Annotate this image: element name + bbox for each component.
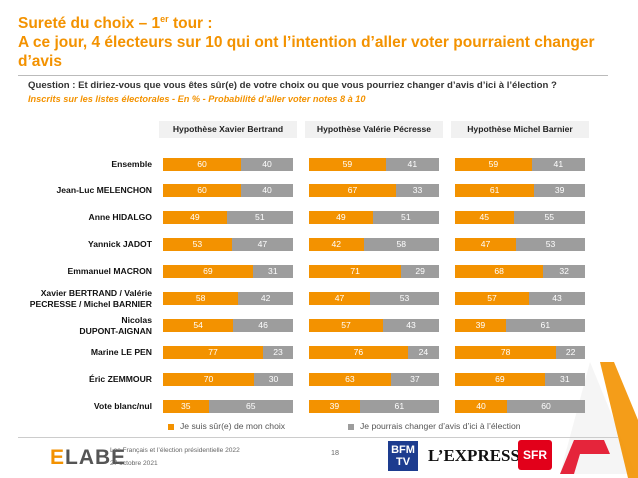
- panel-header-1: Hypothèse Xavier Bertrand: [159, 121, 297, 138]
- panel-header-3: Hypothèse Michel Barnier: [451, 121, 589, 138]
- row-label-marine-le-pen: Marine LE PEN: [90, 347, 152, 357]
- bar-sure-panel1-vote-blanc-nul: 35: [163, 400, 209, 413]
- row-label-emmanuel-macron: Emmanuel MACRON: [67, 266, 152, 276]
- row-label-vote-blanc-nul: Vote blanc/nul: [93, 401, 152, 411]
- bar-change-panel3-vote-blanc-nul: 60: [507, 400, 585, 413]
- bar-sure-panel3-anne-hidalgo: 45: [455, 211, 514, 224]
- bar-change-panel3-eric-zemmour: 31: [544, 373, 585, 386]
- bar-sure-panel2-xavier-bertrand-valerie-pecresse-michel-barnier: 47: [309, 292, 371, 305]
- bar-change-panel1-anne-hidalgo: 51: [226, 211, 293, 224]
- bar-change-panel3-marine-le-pen: 22: [556, 346, 585, 359]
- bar-change-panel3-xavier-bertrand-valerie-pecresse-michel-barnier: 43: [529, 292, 585, 305]
- bar-change-panel3-jean-luc-melenchon: 39: [534, 184, 585, 197]
- title-divider: [18, 75, 608, 76]
- bar-sure-panel1-xavier-bertrand-valerie-pecresse-michel-barnier: 58: [163, 292, 239, 305]
- row-label-xavier-bertrand-valerie-pecresse-michel-barnier: Xavier BERTRAND / Valérie PECRESSE / Mich…: [29, 287, 152, 309]
- bar-change-panel2-marine-le-pen: 24: [407, 346, 439, 359]
- bar-change-panel2-ensemble: 41: [385, 158, 439, 171]
- question-text: Question : Et diriez-vous que vous êtes …: [28, 80, 557, 91]
- bar-sure-panel2-jean-luc-melenchon: 67: [309, 184, 397, 197]
- row-label-nicolas-dupont-aignan: Nicolas DUPONT-AIGNAN: [79, 314, 152, 336]
- bar-sure-panel1-yannick-jadot: 53: [163, 238, 232, 251]
- footer-study: Les Français et l’élection présidentiell…: [110, 447, 240, 454]
- bar-change-panel2-emmanuel-macron: 29: [401, 265, 439, 278]
- panel-header-2: Hypothèse Valérie Pécresse: [305, 121, 443, 138]
- legend-swatch-sure: [168, 423, 174, 430]
- bar-sure-panel1-eric-zemmour: 70: [163, 373, 254, 386]
- bar-change-panel1-vote-blanc-nul: 65: [208, 400, 293, 413]
- bar-sure-panel3-xavier-bertrand-valerie-pecresse-michel-barnier: 57: [455, 292, 530, 305]
- bar-change-panel2-anne-hidalgo: 51: [372, 211, 439, 224]
- bar-change-panel1-jean-luc-melenchon: 40: [241, 184, 293, 197]
- bar-change-panel1-ensemble: 40: [241, 158, 293, 171]
- bar-sure-panel3-eric-zemmour: 69: [455, 373, 545, 386]
- bar-sure-panel1-emmanuel-macron: 69: [163, 265, 253, 278]
- bar-change-panel2-eric-zemmour: 37: [390, 373, 439, 386]
- bar-sure-panel3-emmanuel-macron: 68: [455, 265, 544, 278]
- bar-change-panel2-vote-blanc-nul: 61: [359, 400, 439, 413]
- bar-sure-panel2-anne-hidalgo: 49: [309, 211, 373, 224]
- row-label-jean-luc-melenchon: Jean-Luc MELENCHON: [56, 185, 153, 195]
- bar-sure-panel1-anne-hidalgo: 49: [163, 211, 227, 224]
- legend-item-change: Je pourrais changer d’avis d’ici à l’éle…: [348, 421, 521, 431]
- bar-change-panel3-yannick-jadot: 53: [516, 238, 585, 251]
- bar-sure-panel1-marine-le-pen: 77: [163, 346, 264, 359]
- bar-sure-panel3-jean-luc-melenchon: 61: [455, 184, 535, 197]
- base-note: Inscrits sur les listes électorales - En…: [28, 94, 366, 104]
- bar-change-panel1-marine-le-pen: 23: [263, 346, 293, 359]
- bar-change-panel2-nicolas-dupont-aignan: 43: [383, 319, 439, 332]
- bar-change-panel1-xavier-bertrand-valerie-pecresse-michel-barnier: 42: [238, 292, 293, 305]
- bar-change-panel2-xavier-bertrand-valerie-pecresse-michel-barnier: 53: [370, 292, 439, 305]
- bar-change-panel1-eric-zemmour: 30: [254, 373, 293, 386]
- bar-sure-panel3-nicolas-dupont-aignan: 39: [455, 319, 506, 332]
- bar-sure-panel2-emmanuel-macron: 71: [309, 265, 402, 278]
- elabe-logo: ELABE: [50, 446, 127, 469]
- page-number: 18: [331, 448, 339, 457]
- page-title: Sureté du choix – 1er tour : A ce jour, …: [18, 14, 595, 71]
- bar-change-panel2-jean-luc-melenchon: 33: [396, 184, 439, 197]
- lexpress-logo: L’EXPRESS: [428, 446, 520, 465]
- bar-change-panel3-ensemble: 41: [531, 158, 585, 171]
- bar-sure-panel1-jean-luc-melenchon: 60: [163, 184, 241, 197]
- bar-sure-panel2-vote-blanc-nul: 39: [309, 400, 360, 413]
- row-label-yannick-jadot: Yannick JADOT: [88, 239, 152, 249]
- bar-change-panel1-nicolas-dupont-aignan: 46: [233, 319, 293, 332]
- legend-swatch-change: [348, 423, 354, 430]
- bar-sure-panel3-ensemble: 59: [455, 158, 532, 171]
- bar-sure-panel1-nicolas-dupont-aignan: 54: [163, 319, 234, 332]
- bar-sure-panel3-vote-blanc-nul: 40: [455, 400, 507, 413]
- sfr-logo: SFR: [518, 440, 552, 470]
- bar-sure-panel2-ensemble: 59: [309, 158, 386, 171]
- bar-change-panel1-emmanuel-macron: 31: [252, 265, 293, 278]
- bar-sure-panel3-yannick-jadot: 47: [455, 238, 517, 251]
- bar-sure-panel2-marine-le-pen: 76: [309, 346, 408, 359]
- bar-change-panel2-yannick-jadot: 58: [363, 238, 439, 251]
- legend-item-sure: Je suis sûr(e) de mon choix: [168, 421, 285, 431]
- bar-sure-panel2-nicolas-dupont-aignan: 57: [309, 319, 384, 332]
- bar-change-panel3-emmanuel-macron: 32: [543, 265, 585, 278]
- bfmtv-logo: BFM TV: [388, 441, 418, 471]
- footer-date: 27 octobre 2021: [110, 460, 158, 467]
- bar-change-panel3-anne-hidalgo: 55: [513, 211, 585, 224]
- row-label-anne-hidalgo: Anne HIDALGO: [88, 212, 153, 222]
- row-label-eric-zemmour: Éric ZEMMOUR: [88, 374, 152, 384]
- bar-sure-panel3-marine-le-pen: 78: [455, 346, 557, 359]
- row-label-ensemble: Ensemble: [111, 159, 152, 169]
- bar-change-panel3-nicolas-dupont-aignan: 61: [505, 319, 585, 332]
- bar-sure-panel2-yannick-jadot: 42: [309, 238, 364, 251]
- footer-divider: [18, 437, 618, 438]
- bar-sure-panel1-ensemble: 60: [163, 158, 241, 171]
- bar-sure-panel2-eric-zemmour: 63: [309, 373, 391, 386]
- bar-change-panel1-yannick-jadot: 47: [231, 238, 293, 251]
